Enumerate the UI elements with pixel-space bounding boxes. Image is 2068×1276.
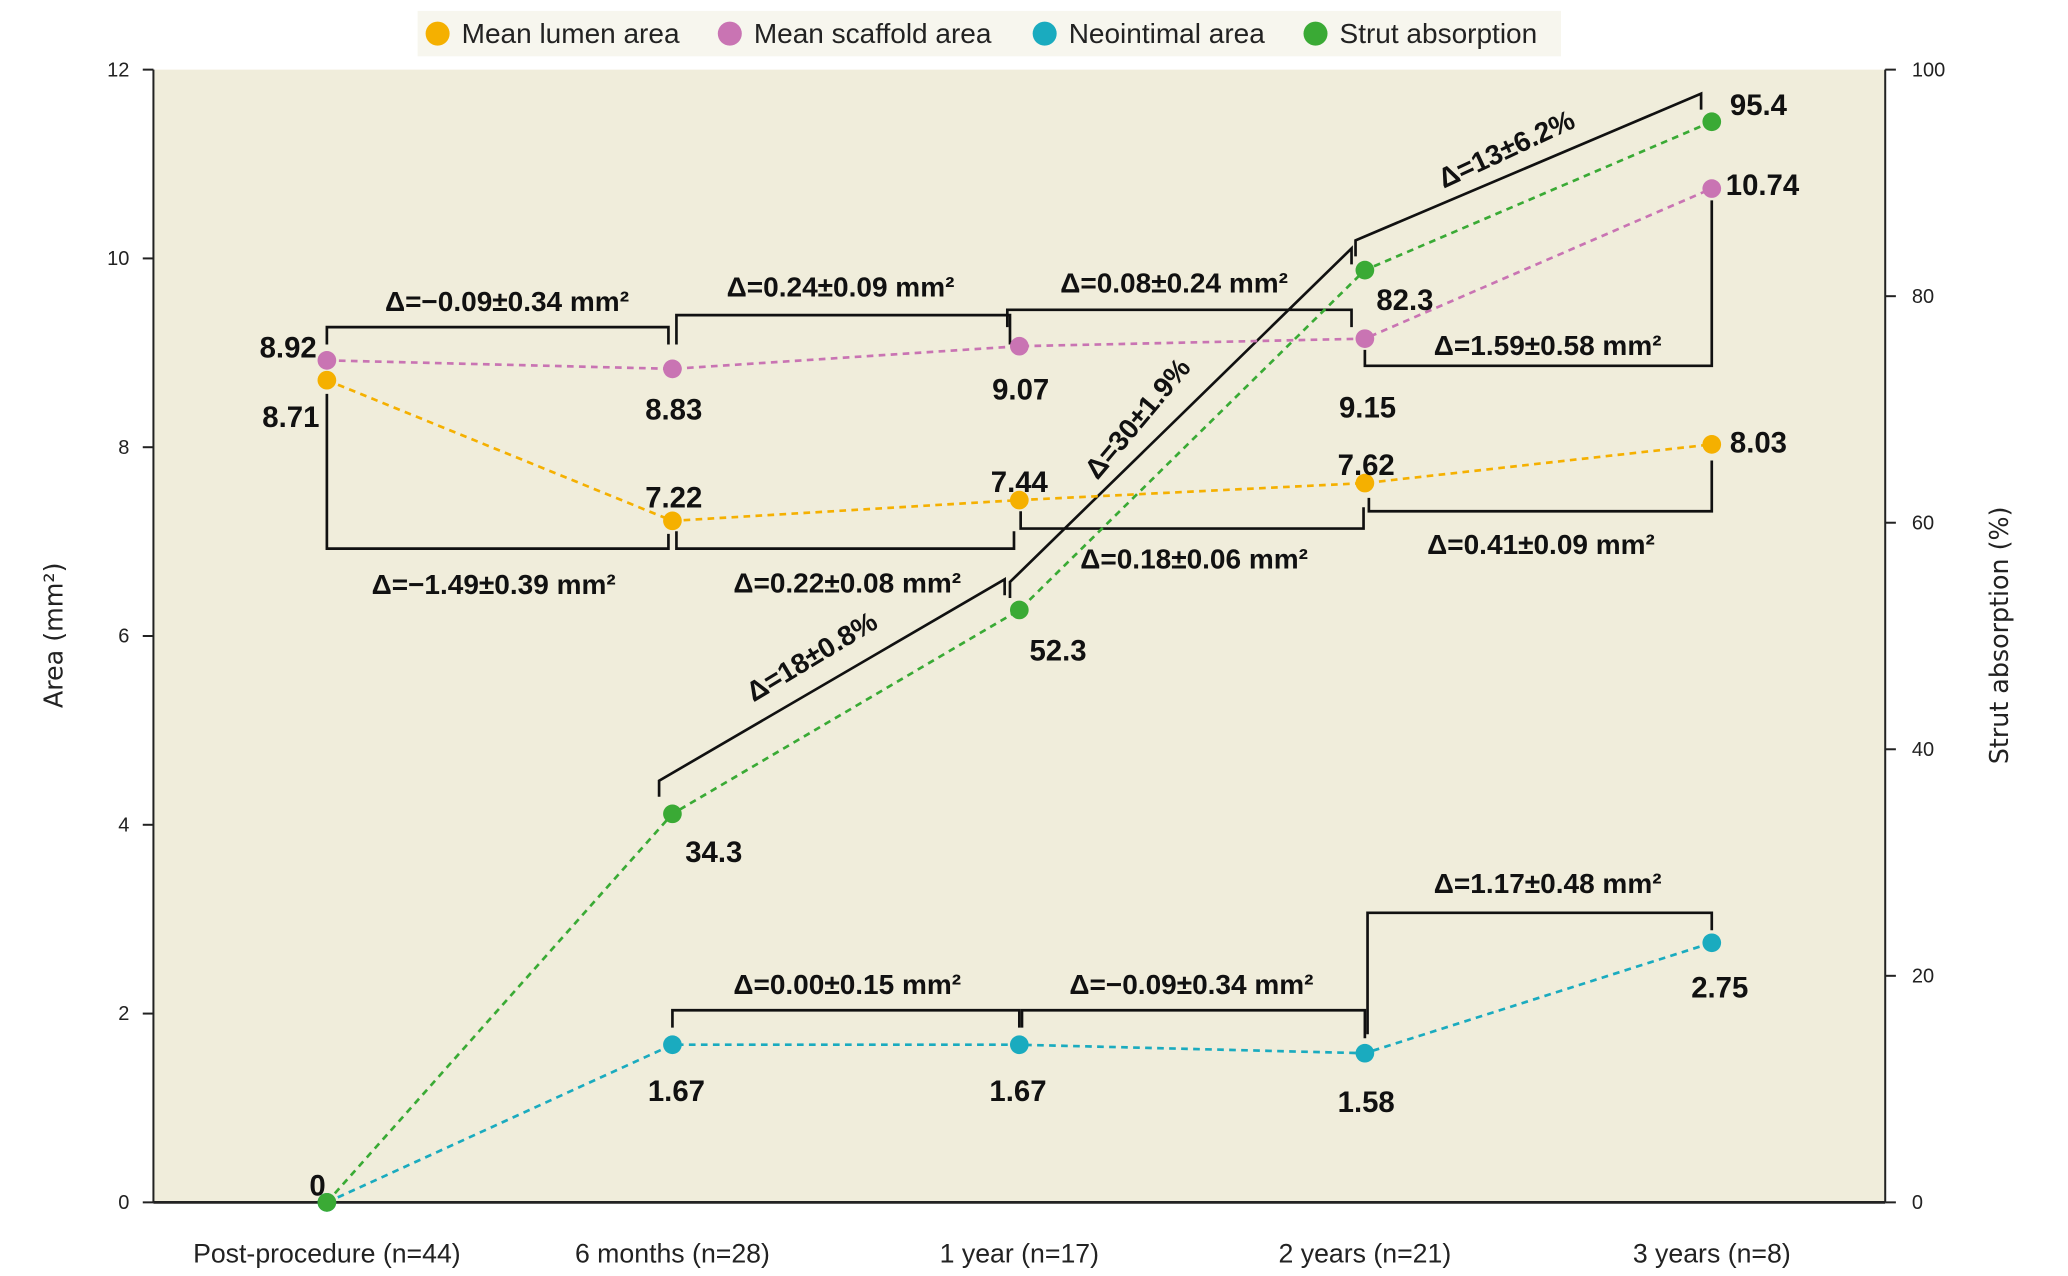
- annotation-bracket: [675, 531, 1016, 550]
- annotation-label: Δ=−0.09±0.34 mm²: [385, 286, 629, 317]
- annotation-bracket: [675, 313, 1012, 345]
- annotation-label: Δ=0.00±0.15 mm²: [733, 969, 961, 1000]
- annotation-label: Δ=1.17±0.48 mm²: [1434, 868, 1662, 899]
- annotation-bracket: [325, 325, 670, 345]
- annotation-bracket: [1008, 245, 1353, 598]
- data-label: 1.67: [648, 1075, 705, 1108]
- data-label: 7.22: [645, 481, 702, 514]
- y-tick-label: 2: [118, 1003, 129, 1025]
- y-axis-title: Area (mm²): [39, 563, 69, 709]
- y2-axis-title: Strut absorption (%): [1984, 507, 2014, 765]
- legend-label: Mean lumen area: [462, 18, 680, 49]
- annotation-label: Δ=−1.49±0.39 mm²: [372, 569, 616, 600]
- annotation-bracket: [671, 1008, 1021, 1028]
- legend-label: Mean scaffold area: [754, 18, 992, 49]
- y2-tick-label: 60: [1912, 512, 1934, 534]
- annotation-bracket: [1367, 460, 1714, 513]
- y-tick-label: 10: [107, 248, 129, 270]
- annotation-label: Δ=0.41±0.09 mm²: [1427, 529, 1655, 560]
- data-label: 2.75: [1691, 971, 1748, 1004]
- legend-marker: [717, 21, 742, 46]
- data-point: [1702, 179, 1722, 198]
- data-point: [663, 511, 682, 531]
- data-label: 0: [309, 1170, 325, 1203]
- y-tick-label: 12: [107, 59, 129, 81]
- data-point: [663, 359, 682, 379]
- x-tick-label: 6 months (n=28): [575, 1238, 770, 1268]
- data-point: [1009, 336, 1029, 356]
- data-point: [1355, 473, 1375, 493]
- y-tick-label: 0: [118, 1192, 129, 1214]
- data-label: 8.71: [262, 401, 319, 434]
- legend: Mean lumen area Mean scaffold area Neointi…: [417, 10, 1562, 57]
- data-point: [663, 804, 682, 824]
- annotation-bracket: [1019, 507, 1365, 530]
- data-point: [317, 1193, 337, 1212]
- data-label: 10.74: [1726, 169, 1800, 202]
- legend-marker: [425, 21, 450, 46]
- data-label: 52.3: [1029, 635, 1086, 668]
- y2-tick-label: 40: [1912, 739, 1934, 761]
- data-label: 7.62: [1338, 449, 1395, 482]
- x-tick-label: 2 years (n=21): [1279, 1238, 1452, 1268]
- data-label: 8.03: [1730, 426, 1787, 459]
- data-point: [663, 1035, 682, 1055]
- x-tick-label: 1 year (n=17): [940, 1238, 1099, 1268]
- legend-marker: [1032, 21, 1057, 46]
- annotation-bracket: [1005, 308, 1353, 328]
- legend-marker: [1303, 21, 1328, 46]
- series-line: [326, 187, 1713, 371]
- data-point: [1702, 112, 1722, 132]
- data-point: [1009, 600, 1029, 620]
- data-label: 82.3: [1376, 284, 1433, 317]
- series: [317, 112, 1722, 1212]
- plot-area: [153, 69, 1886, 1203]
- axes: 0 2 4 6 8 10 12 0 20 40 60 80 100 Post-procedure (n=4…: [39, 59, 2014, 1268]
- data-point: [1702, 933, 1722, 953]
- data-point: [317, 351, 337, 370]
- y-tick-label: 8: [118, 437, 129, 459]
- data-point: [1355, 329, 1375, 348]
- annotation-bracket: [1363, 200, 1714, 368]
- data-point: [1009, 490, 1029, 510]
- data-label: 7.44: [991, 466, 1049, 499]
- y2-tick-label: 0: [1912, 1192, 1923, 1214]
- annotation-bracket: [1020, 1008, 1367, 1039]
- y2-tick-label: 20: [1912, 965, 1934, 987]
- data-point: [1355, 1043, 1375, 1063]
- annotation-label: Δ=0.22±0.08 mm²: [733, 568, 961, 599]
- data-label: 8.92: [260, 332, 317, 365]
- annotation-bracket: [1354, 91, 1703, 257]
- data-labels: 8.71 7.22 7.44 7.62 8.03 8.92 8.83 9.07 9.15 10.7…: [260, 89, 1800, 1203]
- y2-tick-label: 100: [1912, 59, 1945, 81]
- y-tick-label: 4: [118, 814, 129, 836]
- annotation-bracket: [657, 576, 1006, 797]
- x-tick-label: 3 years (n=8): [1633, 1238, 1791, 1268]
- data-point: [1702, 435, 1722, 454]
- data-label: 9.15: [1339, 391, 1396, 424]
- x-tick-label: Post-procedure (n=44): [193, 1238, 461, 1268]
- data-label: 95.4: [1730, 89, 1788, 122]
- data-label: 9.07: [992, 374, 1049, 407]
- data-label: 34.3: [685, 836, 742, 869]
- annotation-label: Δ=0.08±0.24 mm²: [1060, 267, 1288, 298]
- legend-label: Strut absorption: [1340, 18, 1538, 49]
- data-point: [1009, 1035, 1029, 1055]
- legend-label: Neointimal area: [1069, 18, 1266, 49]
- annotation-bracket: [325, 393, 670, 550]
- data-point: [1355, 260, 1375, 280]
- data-label: 1.67: [989, 1075, 1046, 1108]
- annotation-label: Δ=0.24±0.09 mm²: [727, 271, 955, 302]
- legend-background: [417, 10, 1562, 57]
- data-label: 8.83: [645, 394, 702, 427]
- annotation-label: Δ=1.59±0.58 mm²: [1434, 330, 1662, 361]
- data-point: [317, 370, 337, 390]
- y2-tick-label: 80: [1912, 286, 1934, 308]
- annotation-label: Δ=0.18±0.06 mm²: [1080, 544, 1308, 575]
- annotation-label: Δ=−0.09±0.34 mm²: [1069, 969, 1313, 1000]
- data-label: 1.58: [1338, 1086, 1395, 1119]
- y-tick-label: 6: [118, 626, 129, 648]
- annotation-bracket: [1366, 911, 1714, 1035]
